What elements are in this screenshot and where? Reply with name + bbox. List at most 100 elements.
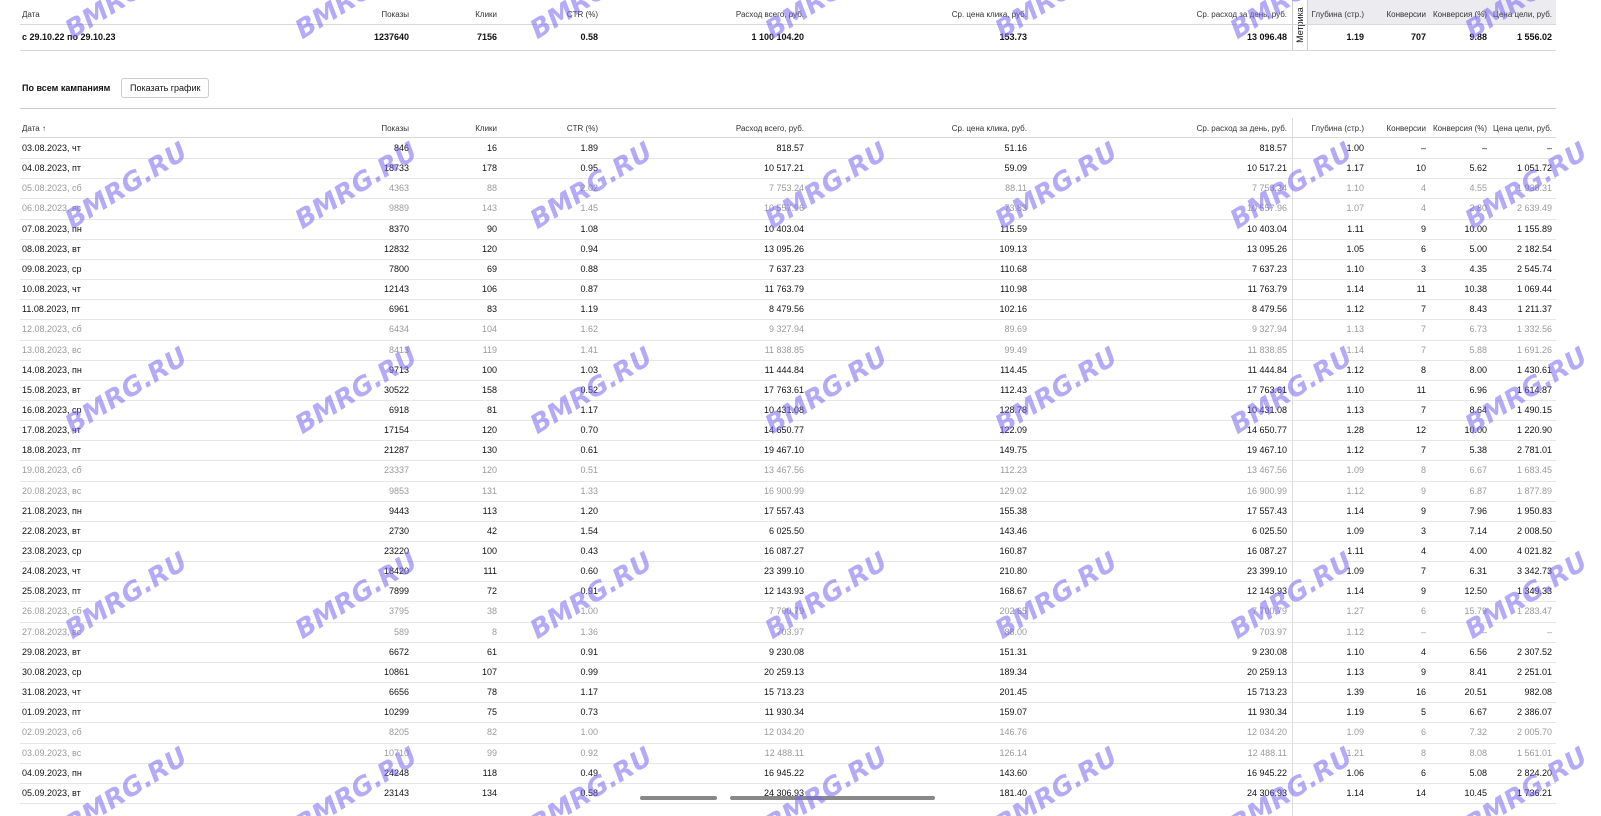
table-cell: 24.08.2023, чт — [22, 566, 81, 577]
table-cell: 4 021.82 — [1516, 546, 1552, 556]
table-cell: 1 430.61 — [1516, 364, 1552, 375]
table-cell: 12 488.11 — [764, 747, 804, 758]
table-cell: 10 557.96 — [763, 203, 804, 214]
table-cell: 1 950.83 — [1516, 505, 1552, 516]
table-cell: 110.98 — [1000, 284, 1027, 295]
table-cell: 17 557.43 — [763, 505, 804, 516]
show-chart-button[interactable]: Показать график — [121, 78, 210, 98]
table-header: Клики — [475, 124, 497, 133]
table-cell: 42 — [486, 525, 497, 536]
table-cell: 6 025.50 — [1251, 525, 1287, 536]
table-cell: 7 753.24 — [1251, 183, 1287, 194]
row-line — [20, 500, 1556, 502]
summary-cell: 1 100 104.20 — [751, 32, 804, 42]
table-cell: 11 930.34 — [1247, 707, 1287, 718]
table-cell: 120 — [481, 425, 497, 436]
table-cell: 1.10 — [1346, 646, 1364, 657]
row-line — [20, 279, 1556, 281]
table-cell: 20 259.13 — [763, 666, 804, 677]
table-cell: 21287 — [383, 445, 409, 456]
table-cell: 9 — [1420, 666, 1426, 677]
table-cell: 6.31 — [1469, 566, 1487, 577]
table-cell: 143 — [481, 203, 497, 214]
table-cell: 12 143.93 — [1246, 586, 1287, 597]
table-cell: 2 386.07 — [1516, 707, 1552, 718]
table-cell: 1 877.89 — [1516, 485, 1552, 496]
summary-header: Показы — [381, 10, 409, 19]
table-cell: 0.61 — [580, 445, 598, 456]
table-cell: 8413 — [388, 344, 409, 355]
table-cell: 2730 — [388, 525, 409, 536]
table-cell: 23220 — [383, 546, 409, 556]
table-cell: 10.00 — [1464, 223, 1487, 234]
summary-cell: 9.88 — [1469, 32, 1487, 42]
metrika-divider — [1292, 0, 1308, 50]
table-cell: 02.09.2023, сб — [22, 727, 82, 738]
table-cell: 100 — [481, 546, 497, 556]
table-cell: 15.79 — [1464, 606, 1487, 617]
table-cell: 99 — [486, 747, 497, 758]
table-cell: 1.89 — [580, 143, 598, 153]
table-cell: 03.08.2023, чт — [22, 143, 81, 153]
table-cell: 1 683.45 — [1516, 465, 1552, 476]
table-cell: 8 — [1420, 364, 1426, 375]
table-cell: 11 444.84 — [764, 364, 804, 375]
table-cell: 7.32 — [1469, 727, 1487, 738]
row-line — [20, 238, 1556, 240]
row-line — [20, 702, 1556, 704]
table-cell: 0.51 — [580, 465, 598, 476]
table-cell: 1 220.90 — [1516, 425, 1552, 436]
table-cell: 14.08.2023, пн — [22, 364, 82, 375]
table-cell: 12832 — [383, 243, 409, 254]
table-cell: 6 — [1420, 727, 1426, 738]
table-cell: 10 557.96 — [1246, 203, 1287, 214]
table-cell: 1.41 — [580, 344, 598, 355]
table-cell: 9 327.94 — [1251, 324, 1287, 335]
table-cell: – — [1481, 143, 1487, 153]
table-header: Дата ↑ — [22, 124, 46, 133]
table-cell: 1.14 — [1346, 344, 1364, 355]
table-cell: 16 945.22 — [763, 767, 804, 778]
table-cell: 23337 — [383, 465, 409, 476]
table-cell: 0.92 — [580, 747, 598, 758]
table-cell: 4 — [1420, 646, 1426, 657]
table-cell: 168.67 — [999, 586, 1027, 597]
table-cell: 5.08 — [1469, 767, 1487, 778]
table-cell: 18733 — [383, 163, 409, 174]
table-cell: 1.12 — [1346, 304, 1364, 315]
table-cell: 1.12 — [1346, 364, 1364, 375]
table-cell: 1.03 — [580, 364, 598, 375]
table-cell: 210.80 — [999, 566, 1027, 577]
summary-header: Конверсии — [1386, 10, 1426, 19]
table-cell: 08.08.2023, вт — [22, 243, 81, 254]
summary-cell: 7156 — [476, 32, 497, 42]
row-line — [20, 601, 1556, 603]
table-cell: 10 — [1415, 163, 1426, 174]
row-line — [20, 581, 1556, 583]
table-cell: 2 307.52 — [1516, 646, 1552, 657]
table-cell: 160.87 — [999, 546, 1027, 556]
table-cell: 1.39 — [1346, 687, 1364, 698]
table-cell: 22.08.2023, вт — [22, 525, 81, 536]
summary-divider — [20, 24, 1556, 25]
table-cell: 1.08 — [580, 223, 598, 234]
table-cell: 10 431.08 — [763, 404, 804, 415]
table-cell: 16 945.22 — [1246, 767, 1287, 778]
table-header: Расход всего, руб. — [735, 124, 804, 133]
table-cell: 6918 — [388, 404, 409, 415]
table-cell: 13.08.2023, вс — [22, 344, 82, 355]
table-cell: 6656 — [388, 687, 409, 698]
table-cell: 6961 — [388, 304, 409, 315]
table-cell: 10.08.2023, чт — [22, 284, 81, 295]
table-cell: – — [1546, 626, 1552, 637]
table-cell: 4363 — [388, 183, 409, 194]
table-cell: 151.31 — [999, 646, 1027, 657]
table-cell: 17.08.2023, чт — [22, 425, 81, 436]
table-cell: 10 403.04 — [1246, 223, 1287, 234]
table-cell: 11 763.79 — [1247, 284, 1287, 295]
table-cell: 114.45 — [1000, 364, 1027, 375]
table-cell: 11 — [1416, 384, 1426, 395]
table-cell: 12 034.20 — [763, 727, 804, 738]
table-cell: 131 — [481, 485, 497, 496]
